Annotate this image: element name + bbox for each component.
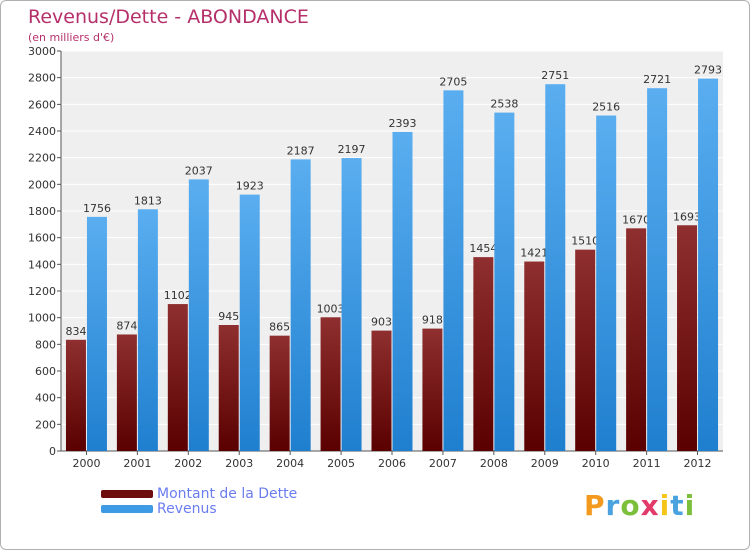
data-label-dette: 903	[371, 316, 392, 329]
data-label-dette: 865	[269, 321, 290, 334]
logo-letter: P	[584, 489, 606, 522]
bar-revenus	[86, 216, 107, 451]
y-tick-label: 200	[35, 418, 56, 431]
y-tick-label: 2200	[28, 152, 56, 165]
chart-subtitle: (en milliers d'€)	[28, 31, 115, 44]
data-label-dette: 1102	[164, 289, 192, 302]
data-label-dette: 1693	[673, 210, 701, 223]
bar-revenus	[341, 158, 362, 452]
data-label-revenus: 2538	[490, 98, 518, 111]
x-tick-label: 2009	[531, 457, 559, 470]
bar-revenus	[647, 88, 668, 451]
legend-swatch-dette	[101, 490, 153, 498]
y-tick-label: 1200	[28, 285, 56, 298]
bar-dette	[218, 325, 239, 451]
bar-dette	[473, 257, 494, 451]
data-label-dette: 1454	[469, 242, 497, 255]
bar-dette	[320, 317, 341, 451]
bar-dette	[575, 249, 596, 451]
x-tick-label: 2001	[123, 457, 151, 470]
x-tick-label: 2003	[225, 457, 253, 470]
y-tick-label: 2800	[28, 72, 56, 85]
data-label-dette: 834	[65, 325, 86, 338]
y-tick-label: 1800	[28, 205, 56, 218]
x-tick-label: 2000	[72, 457, 100, 470]
logo-letter: x	[640, 489, 660, 522]
bar-dette	[167, 304, 188, 451]
bar-dette	[677, 225, 698, 451]
y-tick-label: 3000	[28, 45, 56, 58]
data-label-dette: 918	[422, 314, 443, 327]
y-tick-label: 400	[35, 392, 56, 405]
y-tick-label: 0	[49, 445, 56, 458]
data-label-revenus: 1813	[134, 194, 162, 207]
bar-revenus	[137, 209, 158, 451]
data-label-dette: 874	[116, 319, 137, 332]
x-tick-label: 2004	[276, 457, 304, 470]
bar-dette	[626, 228, 647, 451]
data-label-revenus: 1923	[236, 180, 264, 193]
bar-dette	[524, 261, 545, 451]
y-tick-label: 1600	[28, 232, 56, 245]
bar-revenus	[239, 194, 260, 451]
bar-revenus	[443, 90, 464, 451]
bar-revenus	[188, 179, 209, 451]
data-label-revenus: 2705	[439, 75, 467, 88]
y-tick-label: 600	[35, 365, 56, 378]
data-label-revenus: 2751	[541, 69, 569, 82]
logo-letter: o	[620, 489, 641, 522]
bar-dette	[422, 328, 443, 451]
logo-letter: i	[659, 489, 671, 522]
data-label-dette: 1421	[520, 247, 548, 260]
bar-revenus	[392, 131, 413, 451]
x-tick-label: 2002	[174, 457, 202, 470]
data-label-revenus: 2793	[694, 64, 722, 77]
data-label-revenus: 2516	[592, 101, 620, 114]
data-label-dette: 1510	[571, 235, 599, 248]
x-tick-label: 2005	[327, 457, 355, 470]
y-tick-label: 2400	[28, 125, 56, 138]
legend-label-dette: Montant de la Dette	[157, 486, 298, 502]
data-label-dette: 945	[218, 310, 239, 323]
logo-letter: i	[684, 489, 696, 522]
data-label-dette: 1670	[622, 213, 650, 226]
data-label-dette: 1003	[317, 302, 345, 315]
y-tick-label: 1000	[28, 312, 56, 325]
data-label-revenus: 2197	[338, 143, 366, 156]
y-tick-label: 1400	[28, 258, 56, 271]
proxiti-logo: Proxiti	[584, 489, 695, 522]
chart-title: Revenus/Dette - ABONDANCE	[28, 6, 309, 28]
legend-swatch-revenus	[101, 505, 153, 513]
bar-revenus	[698, 78, 719, 451]
bar-dette	[116, 334, 137, 451]
y-tick-label: 2000	[28, 178, 56, 191]
bar-revenus	[290, 159, 311, 451]
data-label-revenus: 2037	[185, 164, 213, 177]
x-tick-label: 2011	[633, 457, 661, 470]
data-label-revenus: 2393	[389, 117, 417, 130]
legend-label-revenus: Revenus	[157, 501, 217, 517]
x-tick-label: 2006	[378, 457, 406, 470]
data-label-revenus: 2187	[287, 144, 315, 157]
data-label-revenus: 1756	[83, 202, 111, 215]
plot-area	[61, 51, 723, 451]
bar-dette	[65, 339, 86, 451]
logo-letter: r	[605, 489, 621, 522]
bar-dette	[371, 330, 392, 451]
bar-dette	[269, 335, 290, 451]
x-tick-label: 2010	[582, 457, 610, 470]
bar-revenus	[596, 115, 617, 452]
bar-revenus	[494, 112, 515, 451]
y-tick-label: 2600	[28, 98, 56, 111]
x-tick-label: 2008	[480, 457, 508, 470]
x-tick-label: 2012	[684, 457, 712, 470]
x-tick-label: 2007	[429, 457, 457, 470]
data-label-revenus: 2721	[643, 73, 671, 86]
logo-letter: t	[670, 489, 685, 522]
y-tick-label: 800	[35, 338, 56, 351]
bar-revenus	[545, 84, 566, 451]
